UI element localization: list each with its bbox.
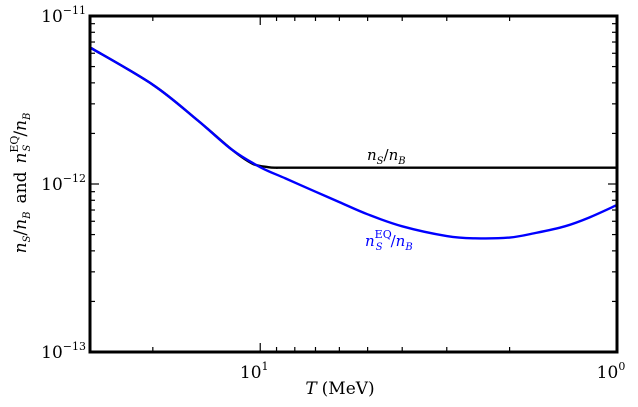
ylabel-s2: B	[22, 212, 33, 220]
series-label-nseq: nEQ S/nB	[365, 228, 413, 253]
ns-sub: S	[377, 156, 384, 167]
series-label-ns: nS/nB	[367, 146, 406, 167]
ylabel-s1: S	[22, 235, 33, 242]
ns-n: n	[367, 146, 377, 164]
ylabel-s3: S	[22, 145, 33, 152]
nseq-slash: /	[391, 232, 397, 250]
ylabel-n3: n	[11, 153, 31, 164]
ylabel-slash2: /	[11, 131, 31, 137]
ylabel-n4: n	[11, 120, 31, 131]
series-nseq-line	[90, 46, 617, 240]
nseq-n: n	[365, 232, 375, 250]
ns-slash: /	[384, 146, 390, 164]
x-axis-var: T	[305, 379, 318, 399]
y-tick-label: 10−13	[41, 340, 86, 363]
plot-frame	[88, 14, 619, 354]
x-axis-unit: (MeV)	[322, 379, 375, 399]
nseq-den: n	[396, 232, 406, 250]
x-tick-labels: 101 100	[240, 360, 625, 383]
nseq-den-sub: B	[404, 242, 412, 253]
nseq-sup: EQ	[375, 228, 392, 241]
ylabel-s4: B	[22, 113, 33, 121]
ns-den: n	[389, 146, 399, 164]
x-axis-label: T (MeV)	[305, 379, 374, 399]
y-tick-label: 10−11	[41, 4, 86, 27]
ns-den-sub: B	[397, 156, 405, 167]
series-ns-line	[90, 46, 617, 169]
ylabel-eq: EQ	[8, 136, 21, 153]
nseq-sub: S	[376, 242, 383, 253]
x-tick-label: 101	[240, 360, 269, 383]
curves	[90, 46, 617, 240]
x-tick-label: 100	[597, 360, 626, 383]
y-tick-labels: 10−11 10−12 10−13	[41, 4, 86, 363]
y-axis-label: nS/nBandnEQS/nB	[8, 113, 33, 254]
y-tick-label: 10−12	[41, 172, 86, 195]
tick-marks	[89, 15, 618, 353]
ylabel-and: and	[11, 171, 31, 203]
ylabel-n1: n	[11, 242, 31, 253]
ylabel-n2: n	[11, 219, 31, 230]
ylabel-slash1: /	[11, 230, 31, 236]
